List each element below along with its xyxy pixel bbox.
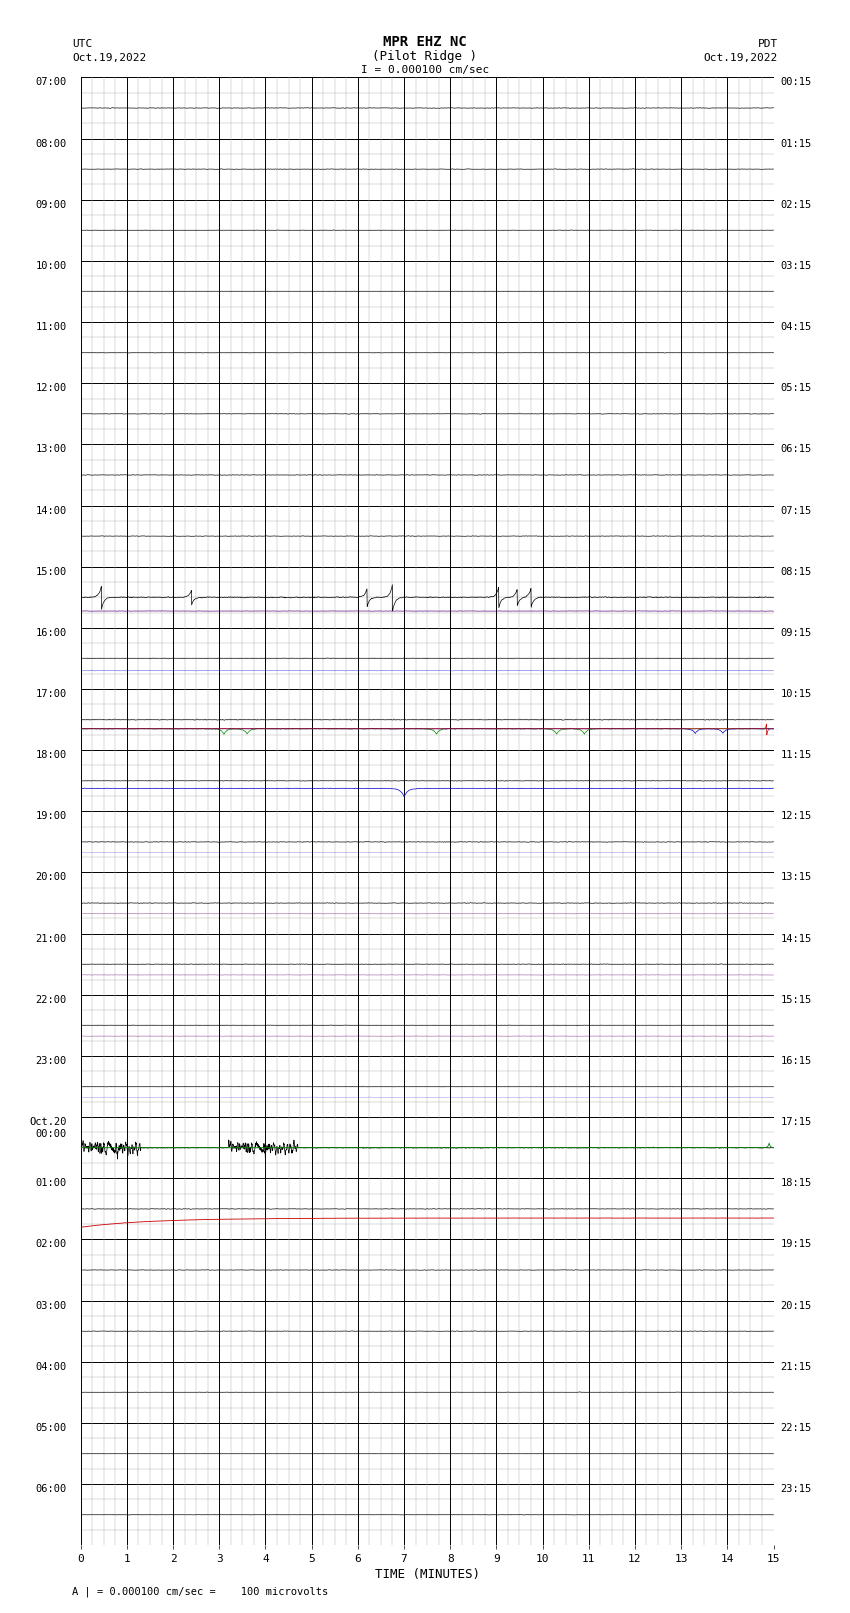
Text: 23:00: 23:00 <box>36 1057 67 1066</box>
Text: PDT: PDT <box>757 39 778 48</box>
Text: 04:00: 04:00 <box>36 1361 67 1371</box>
Text: 20:15: 20:15 <box>780 1300 812 1311</box>
Text: 03:00: 03:00 <box>36 1300 67 1311</box>
Text: 08:15: 08:15 <box>780 566 812 577</box>
Text: 23:15: 23:15 <box>780 1484 812 1494</box>
Text: Oct.19,2022: Oct.19,2022 <box>704 53 778 63</box>
Text: 19:15: 19:15 <box>780 1239 812 1250</box>
Text: (Pilot Ridge ): (Pilot Ridge ) <box>372 50 478 63</box>
Text: 07:15: 07:15 <box>780 505 812 516</box>
Text: MPR EHZ NC: MPR EHZ NC <box>383 35 467 50</box>
Text: 01:00: 01:00 <box>36 1177 67 1189</box>
Text: 15:15: 15:15 <box>780 995 812 1005</box>
Text: 02:15: 02:15 <box>780 200 812 210</box>
Text: 21:15: 21:15 <box>780 1361 812 1371</box>
Text: 12:00: 12:00 <box>36 384 67 394</box>
Text: 19:00: 19:00 <box>36 811 67 821</box>
Text: A | = 0.000100 cm/sec =    100 microvolts: A | = 0.000100 cm/sec = 100 microvolts <box>72 1586 328 1597</box>
Text: 06:00: 06:00 <box>36 1484 67 1494</box>
Text: 22:15: 22:15 <box>780 1423 812 1432</box>
Text: 07:00: 07:00 <box>36 77 67 87</box>
Text: 09:15: 09:15 <box>780 627 812 637</box>
Text: 18:15: 18:15 <box>780 1177 812 1189</box>
Text: 16:00: 16:00 <box>36 627 67 637</box>
Text: 04:15: 04:15 <box>780 323 812 332</box>
Text: 09:00: 09:00 <box>36 200 67 210</box>
Text: 13:00: 13:00 <box>36 444 67 455</box>
X-axis label: TIME (MINUTES): TIME (MINUTES) <box>375 1568 479 1581</box>
Text: 11:00: 11:00 <box>36 323 67 332</box>
Text: 10:00: 10:00 <box>36 261 67 271</box>
Text: 12:15: 12:15 <box>780 811 812 821</box>
Text: 11:15: 11:15 <box>780 750 812 760</box>
Text: Oct.20
00:00: Oct.20 00:00 <box>30 1118 67 1139</box>
Text: 05:00: 05:00 <box>36 1423 67 1432</box>
Text: 18:00: 18:00 <box>36 750 67 760</box>
Text: 02:00: 02:00 <box>36 1239 67 1250</box>
Text: 22:00: 22:00 <box>36 995 67 1005</box>
Text: 08:00: 08:00 <box>36 139 67 148</box>
Text: 14:00: 14:00 <box>36 505 67 516</box>
Text: UTC: UTC <box>72 39 93 48</box>
Text: Oct.19,2022: Oct.19,2022 <box>72 53 146 63</box>
Text: 13:15: 13:15 <box>780 873 812 882</box>
Text: I = 0.000100 cm/sec: I = 0.000100 cm/sec <box>361 65 489 74</box>
Text: 20:00: 20:00 <box>36 873 67 882</box>
Text: 16:15: 16:15 <box>780 1057 812 1066</box>
Text: 06:15: 06:15 <box>780 444 812 455</box>
Text: 01:15: 01:15 <box>780 139 812 148</box>
Text: 15:00: 15:00 <box>36 566 67 577</box>
Text: 14:15: 14:15 <box>780 934 812 944</box>
Text: 00:15: 00:15 <box>780 77 812 87</box>
Text: 17:15: 17:15 <box>780 1118 812 1127</box>
Text: 10:15: 10:15 <box>780 689 812 698</box>
Text: 05:15: 05:15 <box>780 384 812 394</box>
Text: 03:15: 03:15 <box>780 261 812 271</box>
Text: 17:00: 17:00 <box>36 689 67 698</box>
Text: 21:00: 21:00 <box>36 934 67 944</box>
